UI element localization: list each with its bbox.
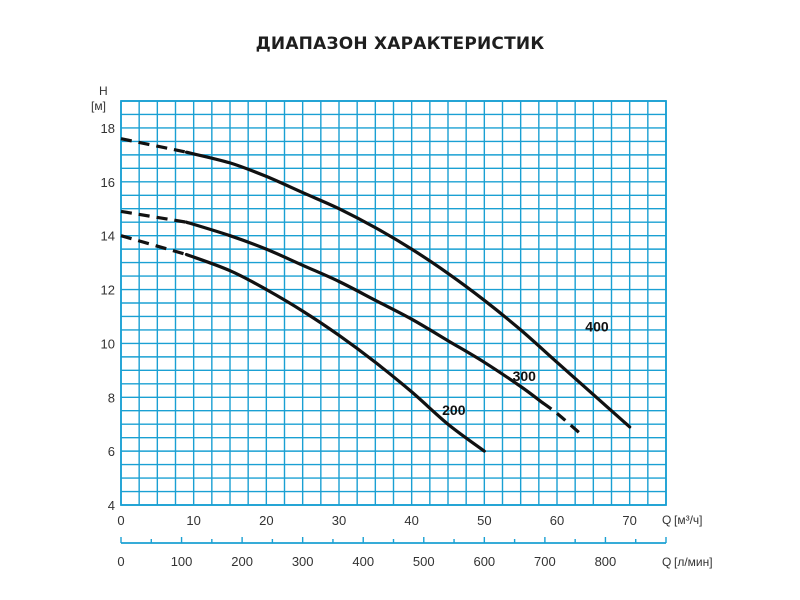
curve-400-dashed-start (120, 137, 187, 154)
curves (120, 137, 632, 453)
grid (120, 100, 667, 506)
curve-200 (184, 252, 486, 453)
y-tick-label: 16 (101, 175, 115, 190)
plot-frame (120, 100, 667, 506)
x2-tick-label: 800 (595, 554, 617, 569)
y-tick-label: 8 (108, 390, 115, 405)
y-tick-label: 18 (101, 121, 115, 136)
curve-400 (184, 150, 632, 429)
x2-tick-label: 0 (117, 554, 124, 569)
x2-axis-label: Q (662, 555, 671, 569)
y-tick-label: 4 (108, 498, 115, 513)
x2-tick-label: 400 (352, 554, 374, 569)
y-tick-label: 14 (101, 229, 115, 244)
x2-tick-label: 600 (473, 554, 495, 569)
x2-tick-label: 500 (413, 554, 435, 569)
x-tick-label: 30 (332, 513, 346, 528)
curve-300-dashed-start (120, 209, 187, 224)
x2-axis-unit: [л/мин] (674, 555, 713, 569)
x-tick-label: 50 (477, 513, 491, 528)
y-axis-unit: [м] (91, 99, 106, 113)
curve-200-dashed-start (120, 234, 187, 257)
curve-300-dashed-end (541, 401, 580, 434)
y-tick-label: 12 (101, 283, 115, 298)
chart-title: ДИАПАЗОН ХАРАКТЕРИСТИК (255, 34, 545, 54)
x-tick-label: 40 (404, 513, 418, 528)
curve-300 (184, 220, 545, 405)
x-tick-label: 20 (259, 513, 273, 528)
series-label-300: 300 (513, 368, 537, 384)
y-tick-label: 10 (101, 336, 115, 351)
x-tick-label: 60 (550, 513, 564, 528)
x-tick-label: 70 (622, 513, 636, 528)
x2-tick-label: 700 (534, 554, 556, 569)
series-labels: 200 300 400 (442, 318, 609, 417)
y-axis-label: H (99, 84, 108, 98)
x2-tick-label: 300 (292, 554, 314, 569)
series-label-200: 200 (442, 402, 466, 418)
x-tick-label: 0 (117, 513, 124, 528)
x-tick-label: 10 (186, 513, 200, 528)
x2-tick-label: 100 (171, 554, 193, 569)
y-tick-label: 6 (108, 444, 115, 459)
x2-tick-label: 200 (231, 554, 253, 569)
axes: H [м] Q [м³/ч] Q [л/мин] (91, 84, 713, 569)
x-axis-unit: [м³/ч] (674, 513, 703, 527)
series-label-400: 400 (585, 318, 609, 334)
x-axis-label: Q (662, 513, 671, 527)
